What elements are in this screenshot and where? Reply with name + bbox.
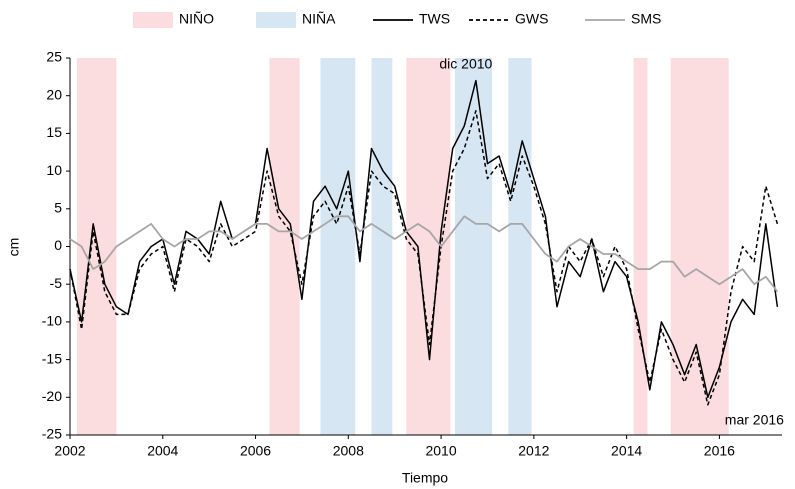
y-tick-label: 5 [54,200,62,216]
y-tick-label: 25 [46,49,62,65]
shaded-period [454,58,493,435]
x-tick-label: 2008 [333,443,364,459]
shaded-period [670,58,729,435]
legend-swatch [256,12,296,28]
y-tick-label: -20 [42,388,62,404]
y-tick-label: 0 [54,237,62,253]
legend-label: GWS [515,11,548,27]
legend-label: NIÑO [179,11,214,27]
annotation: mar 2016 [725,412,784,428]
series-line [69,215,779,293]
shaded-period [371,58,393,435]
series-line [69,110,779,406]
x-tick-label: 2004 [147,443,178,459]
legend-label: NIÑA [302,11,336,27]
annotation: dic 2010 [439,55,492,71]
x-tick-label: 2002 [54,443,85,459]
x-tick-label: 2012 [518,443,549,459]
y-tick-label: 10 [46,162,62,178]
y-tick-label: -15 [42,350,62,366]
x-tick-label: 2006 [240,443,271,459]
shaded-period [633,58,648,435]
shaded-period [269,58,300,435]
shaded-period [508,58,532,435]
legend-label: SMS [631,11,661,27]
shaded-period [320,58,356,435]
x-tick-label: 2014 [611,443,642,459]
y-tick-label: -5 [50,275,63,291]
y-axis-label: cm [6,238,22,257]
legend-swatch [133,12,173,28]
x-tick-label: 2016 [704,443,735,459]
y-tick-label: 15 [46,124,62,140]
y-tick-label: -10 [42,313,62,329]
shaded-period [406,58,451,435]
x-axis-label: Tiempo [402,470,448,486]
legend-label: TWS [419,11,450,27]
y-tick-label: 20 [46,86,62,102]
x-tick-label: 2010 [425,443,456,459]
y-tick-label: -25 [42,426,62,442]
